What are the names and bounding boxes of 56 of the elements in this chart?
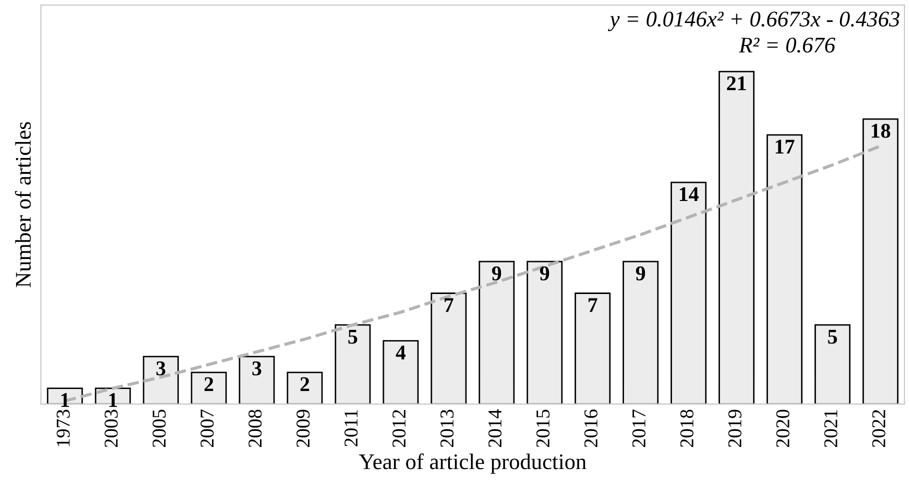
x-tick-label: 2014 [488,409,502,448]
data-label: 7 [588,298,598,312]
bar [670,182,707,404]
x-tick-label: 2005 [152,410,166,448]
data-label: 3 [252,361,262,376]
x-tick-label: 1973 [56,410,70,446]
data-label: 5 [828,330,837,344]
x-tick-label: 2016 [584,410,598,448]
data-label: 14 [680,187,699,202]
data-label: 17 [776,140,794,154]
x-axis-title: Year of article production [358,453,586,474]
x-tick-label: 2007 [200,410,214,448]
y-axis-title: Number of articles [14,122,31,288]
bar [526,260,563,404]
bar [430,292,467,404]
data-label: 3 [156,361,166,376]
text: R² = 0.676 [738,38,836,53]
bar [622,260,659,404]
x-tick-label: 2021 [824,410,838,448]
bar [238,356,275,404]
x-tick-label: 2015 [536,410,550,448]
bar [286,372,323,404]
bar [862,118,898,404]
x-tick-label: 2008 [248,410,262,448]
x-tick-label: 2012 [392,410,406,448]
bar [718,70,755,404]
x-tick-label: 2013 [440,410,454,448]
bar [814,324,850,404]
data-label: 2 [204,377,214,392]
bar [766,134,802,404]
data-label: 2 [300,377,310,392]
data-label: 5 [348,330,358,344]
bar [478,260,515,404]
x-tick-label: 2017 [632,410,646,448]
bar [574,292,611,404]
x-tick-label: 2018 [680,410,694,448]
x-tick-label: 2009 [296,410,310,448]
bar [382,340,419,404]
data-label: 18 [872,124,890,138]
data-label: 1 [109,393,117,407]
data-label: 7 [444,298,454,312]
text: y = 0.0146x² + 0.6673x - 0.4363 [608,12,900,32]
x-tick-label: 2022 [872,410,886,448]
x-tick-label: 2020 [776,410,790,448]
data-label: 9 [492,266,502,280]
x-tick-label: 2011 [344,410,358,446]
x-tick-label: 2003 [104,410,118,448]
bar [190,372,227,404]
bar [334,324,371,404]
data-label: 9 [636,266,646,280]
data-label: 1 [61,393,70,407]
bar [142,356,179,404]
x-tick-label: 2019 [728,410,742,448]
data-label: 9 [540,266,550,280]
data-label: 4 [396,346,406,360]
data-label: 21 [727,76,746,90]
